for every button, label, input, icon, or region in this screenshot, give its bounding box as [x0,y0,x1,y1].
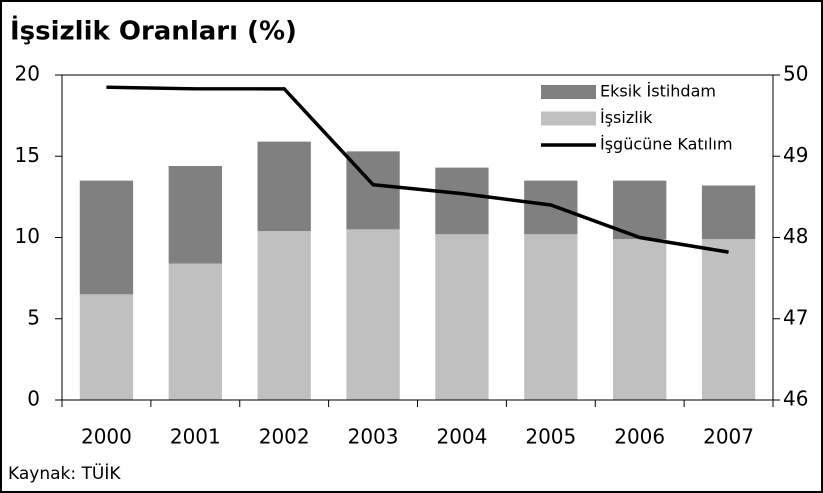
legend-swatch [541,111,596,126]
x-tick-label: 2007 [703,425,754,449]
bar [435,167,489,235]
bar [701,185,756,240]
bar [257,231,311,400]
y2-tick-label: 46 [783,387,808,411]
legend-label: İşsizlik [600,108,653,127]
x-tick-label: 2002 [259,425,310,449]
x-tick-label: 2001 [170,425,221,449]
legend-swatch [541,85,596,99]
bar [701,239,756,400]
bar [168,166,222,264]
y-tick-label: 10 [15,224,40,248]
bar [613,239,667,400]
bar [79,180,134,295]
x-tick-label: 2005 [525,425,576,449]
x-tick-label: 2004 [436,425,487,449]
bar [524,234,578,400]
y2-tick-label: 47 [783,305,808,329]
x-tick-label: 2006 [614,425,665,449]
legend-label: Eksik İstihdam [600,82,716,101]
x-tick-label: 2000 [81,425,132,449]
legend-label: İşgücüne Katılım [600,135,733,154]
y2-tick-label: 50 [783,62,808,86]
chart-title: İşsizlik Oranları (%) [10,15,297,47]
x-tick-label: 2003 [348,425,399,449]
bar [346,229,400,400]
bar [435,234,489,400]
source: Kaynak: TÜİK [8,462,121,484]
y-tick-label: 20 [15,62,40,86]
y-tick-label: 5 [27,305,40,329]
bar [168,263,222,400]
y2-tick-label: 48 [783,224,808,248]
y-tick-label: 15 [15,143,40,167]
line [106,85,729,254]
y-tick-label: 0 [27,387,40,411]
bar [79,294,134,400]
bar [257,141,311,231]
y2-tick-label: 49 [783,143,808,167]
bar [524,180,578,235]
